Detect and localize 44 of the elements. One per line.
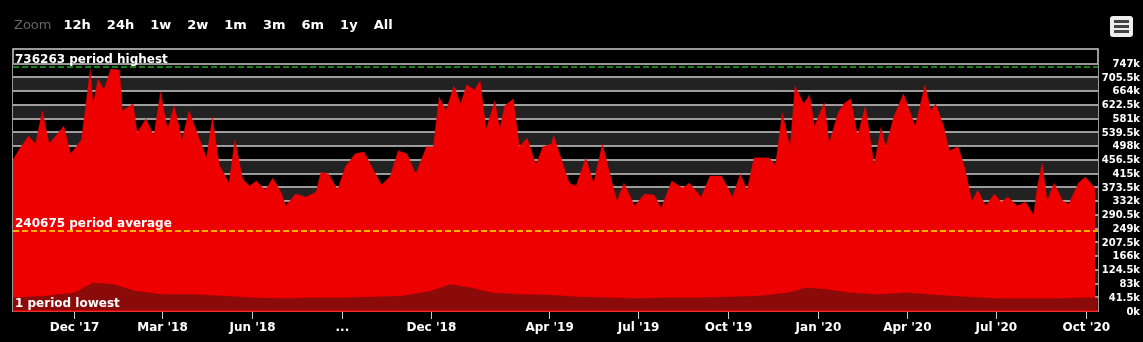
text: All [373, 16, 393, 34]
y-tick-label: 622.5k [1101, 99, 1141, 111]
y-tick-label: 124.5k [1101, 264, 1141, 276]
y-tick-label: 332k [1112, 195, 1141, 207]
text: 24h [106, 16, 135, 34]
y-tick-label: 539.5k [1101, 126, 1141, 138]
ref-line-label: 1 period lowest [15, 296, 121, 310]
y-tick-label: 83k [1119, 277, 1141, 289]
text: 3m [262, 16, 286, 34]
y-tick-label: 373.5k [1101, 181, 1141, 193]
y-tick-label: 664k [1112, 85, 1141, 97]
x-tick-label: Apr '19 [525, 320, 574, 334]
x-tick-label: Oct '20 [1062, 320, 1111, 334]
y-tick-label: 207.5k [1101, 236, 1141, 248]
x-tick-label: Oct '19 [704, 320, 753, 334]
x-tick-label: Jun '18 [228, 320, 276, 334]
text: Zoom [14, 16, 52, 34]
text: 12h [63, 16, 91, 34]
y-tick-label: 581k [1112, 112, 1141, 124]
ref-line-label: 736263 period highest [15, 51, 169, 66]
x-tick-label: Apr '20 [883, 320, 932, 334]
x-tick-label: Jul '20 [974, 320, 1018, 334]
text: 1m [224, 16, 247, 34]
text: 1w [150, 16, 172, 34]
text: 2w [187, 16, 209, 34]
y-tick-label: 290.5k [1101, 209, 1141, 221]
y-tick-label: 249k [1112, 222, 1141, 234]
y-tick-label: 705.5k [1101, 71, 1141, 83]
y-tick-label: 166k [1112, 250, 1141, 262]
y-tick-label: 456.5k [1101, 154, 1141, 166]
y-tick-label: 0k [1126, 305, 1141, 317]
y-tick-label: 415k [1112, 167, 1141, 179]
x-tick-label: Dec '18 [406, 320, 457, 334]
ref-line-label: 240675 period average [15, 216, 172, 231]
x-tick-label: ... [335, 320, 350, 334]
y-tick-label: 498k [1112, 140, 1141, 152]
x-tick-label: Jan '20 [794, 320, 842, 334]
text: 1y [340, 16, 358, 34]
text: 6m [301, 16, 325, 34]
x-tick-label: Dec '17 [49, 320, 100, 334]
x-tick-label: Mar '18 [137, 320, 188, 334]
y-tick-label: 41.5k [1108, 291, 1141, 303]
x-tick-label: Jul '19 [616, 320, 660, 334]
y-tick-label: 747k [1112, 57, 1141, 69]
